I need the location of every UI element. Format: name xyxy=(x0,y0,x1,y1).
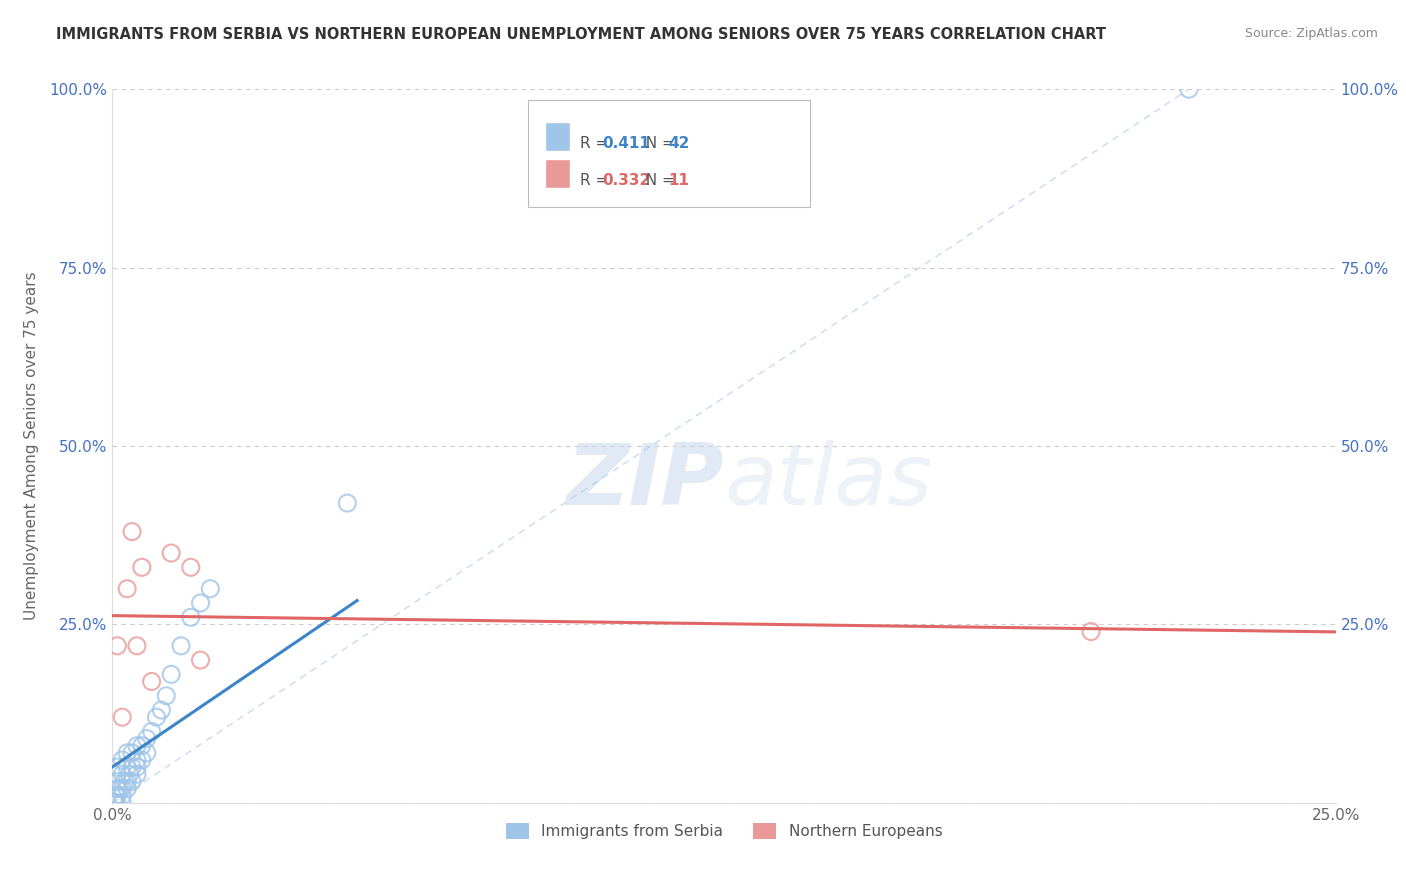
Text: Source: ZipAtlas.com: Source: ZipAtlas.com xyxy=(1244,27,1378,40)
Point xyxy=(105,774,128,789)
Text: R =: R = xyxy=(579,136,613,152)
Point xyxy=(105,639,128,653)
Text: ZIP: ZIP xyxy=(567,440,724,524)
Point xyxy=(190,653,212,667)
Point xyxy=(190,596,212,610)
Point xyxy=(131,560,153,574)
Point xyxy=(121,760,143,774)
Point xyxy=(150,703,173,717)
Point xyxy=(1178,82,1201,96)
Point xyxy=(125,753,148,767)
Text: 0.411: 0.411 xyxy=(602,136,650,152)
Point xyxy=(131,753,153,767)
Point xyxy=(160,546,183,560)
Point xyxy=(115,781,138,796)
Point xyxy=(200,582,222,596)
FancyBboxPatch shape xyxy=(529,100,810,207)
Point xyxy=(105,760,128,774)
Point xyxy=(115,582,138,596)
Point xyxy=(115,746,138,760)
Point xyxy=(125,739,148,753)
Text: atlas: atlas xyxy=(724,440,932,524)
Point xyxy=(160,667,183,681)
Point xyxy=(115,760,138,774)
Y-axis label: Unemployment Among Seniors over 75 years: Unemployment Among Seniors over 75 years xyxy=(24,272,38,620)
Text: 11: 11 xyxy=(668,173,689,188)
Text: N =: N = xyxy=(636,136,679,152)
Point xyxy=(155,689,177,703)
Text: IMMIGRANTS FROM SERBIA VS NORTHERN EUROPEAN UNEMPLOYMENT AMONG SENIORS OVER 75 Y: IMMIGRANTS FROM SERBIA VS NORTHERN EUROP… xyxy=(56,27,1107,42)
Point xyxy=(121,524,143,539)
Point xyxy=(111,753,134,767)
Point xyxy=(125,760,148,774)
Point xyxy=(125,639,148,653)
Point xyxy=(135,731,157,746)
Point xyxy=(114,774,136,789)
Point xyxy=(170,639,193,653)
Text: 0.332: 0.332 xyxy=(602,173,650,188)
Point xyxy=(180,610,202,624)
FancyBboxPatch shape xyxy=(546,122,569,151)
Point xyxy=(104,796,127,810)
Text: R =: R = xyxy=(579,173,613,188)
Legend: Immigrants from Serbia, Northern Europeans: Immigrants from Serbia, Northern Europea… xyxy=(499,817,949,845)
Point xyxy=(108,781,131,796)
Point xyxy=(111,781,134,796)
Point xyxy=(145,710,167,724)
Point xyxy=(336,496,359,510)
Point xyxy=(135,746,157,760)
Point xyxy=(111,767,134,781)
Point xyxy=(104,789,127,803)
Point xyxy=(105,796,128,810)
Point xyxy=(1080,624,1102,639)
Text: N =: N = xyxy=(636,173,679,188)
Point xyxy=(131,739,153,753)
Point xyxy=(118,767,141,781)
Point xyxy=(111,796,134,810)
Point xyxy=(125,767,148,781)
Point xyxy=(141,674,163,689)
Point xyxy=(105,789,128,803)
Point xyxy=(103,796,125,810)
Point xyxy=(141,724,163,739)
Point xyxy=(121,774,143,789)
Point xyxy=(111,710,134,724)
Text: 42: 42 xyxy=(668,136,689,152)
Point xyxy=(111,789,134,803)
Point xyxy=(121,746,143,760)
Point xyxy=(105,781,128,796)
FancyBboxPatch shape xyxy=(546,159,569,187)
Point xyxy=(115,774,138,789)
Point xyxy=(180,560,202,574)
